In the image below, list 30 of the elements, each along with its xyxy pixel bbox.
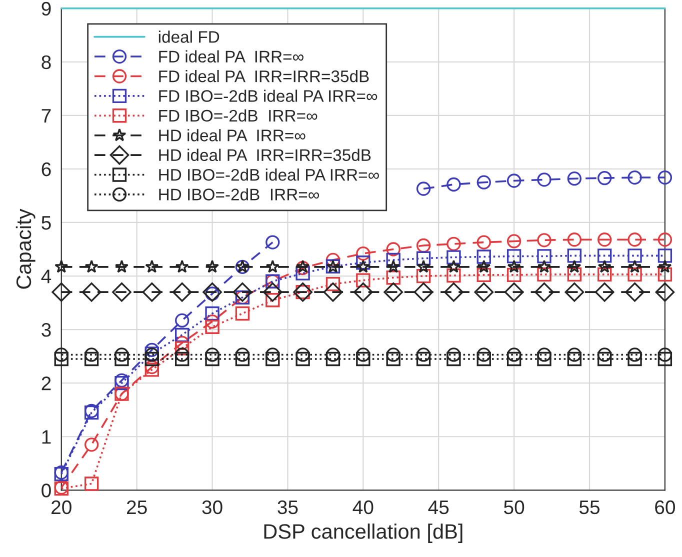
x-tick-label: 35: [278, 500, 298, 514]
x-tick-label: 45: [428, 500, 449, 514]
x-tick-label: 40: [352, 500, 374, 514]
y-tick-label: 2: [42, 376, 51, 390]
x-tick-label: 25: [126, 500, 147, 514]
y-tick-label: 9: [42, 2, 51, 16]
y-tick-label: 6: [42, 162, 51, 176]
legend-label: HD ideal PA IRR=IRR=35dB: [159, 148, 371, 162]
y-tick-label: 7: [42, 109, 51, 122]
y-tick-label: 3: [42, 323, 51, 337]
legend-label: ideal FD: [158, 30, 220, 43]
x-tick-label: 30: [202, 500, 222, 514]
y-tick-label: 0: [42, 484, 51, 498]
legend-label: HD IBO=-2dB ideal PA IRR=∞: [159, 168, 379, 181]
legend-label: HD IBO=-2dB IRR=∞: [159, 188, 320, 200]
legend-label: FD ideal PA IRR=∞: [159, 50, 304, 63]
y-tick-label: 8: [42, 55, 51, 70]
x-tick-label: 60: [655, 500, 676, 514]
y-axis-title: Capacity: [16, 208, 36, 289]
legend-label: FD IBO=-2dB IRR=∞: [159, 109, 318, 122]
x-tick-label: 20: [52, 500, 72, 514]
legend-label: FD ideal PA IRR=IRR=35dB: [159, 70, 369, 82]
y-tick-label: 4: [41, 270, 52, 284]
y-tick-label: 1: [42, 430, 51, 444]
legend-label: HD ideal PA IRR=∞: [159, 129, 306, 142]
x-tick-label: 50: [504, 500, 524, 514]
legend-label: FD IBO=-2dB ideal PA IRR=∞: [159, 90, 378, 102]
x-tick-label: 55: [579, 500, 600, 514]
x-axis-title: DSP cancellation [dB]: [264, 524, 462, 543]
y-tick-label: 5: [42, 216, 51, 230]
